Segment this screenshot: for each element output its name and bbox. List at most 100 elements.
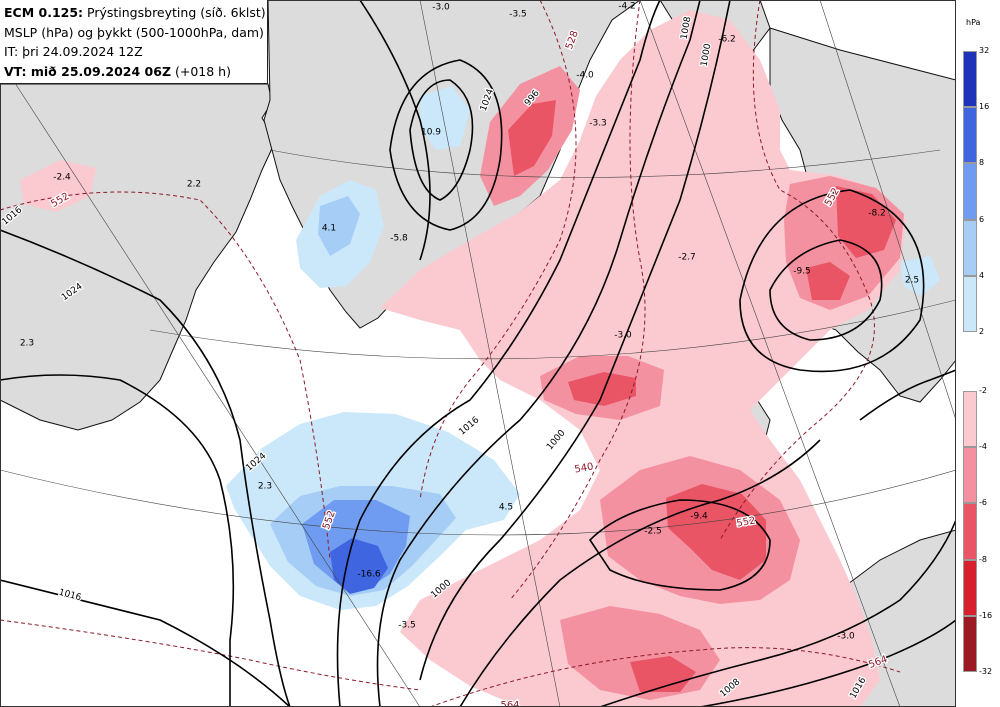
thickness-label: 540 [574,461,595,475]
tendency-label: -2.7 [678,253,696,263]
info-box: ECM 0.125: Prýstingsbreyting (síð. 6klst… [0,0,268,84]
legend-tick-label: 2 [979,327,985,336]
isobar-east [859,369,956,421]
fall-area-south-6 [630,656,696,692]
model-name: ECM 0.125: [4,5,84,20]
tendency-label: -3.0 [614,331,632,341]
tendency-label: -6.2 [718,35,736,45]
subtitle-line: MSLP (hPa) og þykkt (500-1000hPa, dam) [4,24,264,40]
isobar-mid-atlantic [0,374,235,707]
pressure-rise-layer [226,86,940,610]
tendency-labels: -2.4 2.2 2.3 2.3 4.1 -5.8 10.9 -3.0 -3.5 -4.2 -4.0… [20,2,919,642]
valid-time: VT: mið 25.09.2024 06Z [4,63,172,79]
fall-area-iceland-south-6 [568,372,636,406]
legend-tick-label: 16 [979,102,990,112]
legend-tick-label: -8 [979,554,987,564]
init-time: IT: þri 24.09.2024 12Z [4,44,143,59]
tendency-label: -2.4 [53,173,71,183]
fall-area-norway-6b [806,262,850,300]
legend-swatch [963,107,977,164]
legend-swatch [963,391,977,448]
legend-tick-label: 8 [979,158,985,168]
meridian-east [639,0,901,707]
tendency-label: -5.8 [390,234,408,244]
thickness-label: 552 [736,515,757,529]
legend-swatch [963,275,977,332]
isobar-north-1024 [359,0,431,261]
isobar-south [599,519,956,707]
isobar-1016-west [0,579,291,707]
tendency-label: -9.5 [793,267,811,277]
valid-time-line: VT: mið 25.09.2024 06Z (+018 h) [4,62,267,82]
legend-tick-label: -4 [979,442,987,452]
tendency-label: 4.1 [322,224,336,234]
isobar-greenland-high [409,79,474,201]
fall-area-greenland-east-6 [508,100,556,176]
pressure-fall-layer [20,10,906,707]
latitude-line-south [0,469,956,536]
thickness-contour-564b [0,619,421,691]
latitude-line-mid [149,299,956,360]
legend-tick-label: -2 [979,386,987,395]
tendency-label: 2.5 [905,276,919,286]
legend-unit: hPa [966,18,981,27]
isobar-1000 [419,0,731,681]
legend-swatch [963,163,977,220]
isobar-greenland-outer [389,59,503,231]
tendency-label: -3.0 [837,632,855,642]
tendency-label: 2.3 [20,339,34,349]
legend-swatch [963,559,977,616]
tendency-label: 4.5 [499,503,513,513]
legend-tick-label: -6 [979,498,987,508]
graticule [0,0,956,707]
legend-tick-label: 6 [979,214,985,224]
thickness-contour-528 [419,0,577,501]
tendency-label: 2.2 [187,180,201,190]
tendency-label: -2.5 [644,527,662,537]
tendency-label: 10.9 [421,128,441,138]
isobar-low-uk [588,499,771,591]
legend-tick-label: 32 [979,46,990,55]
tendency-label: 2.3 [258,482,272,492]
tendency-label: -4.0 [576,71,594,81]
rise-area-greenland-core [318,196,360,256]
legend-swatch [963,447,977,504]
tendency-label: -8.2 [868,209,886,219]
legend-swatch [963,615,977,672]
legend-swatch [963,503,977,560]
isobar-contours [0,0,956,707]
isobar-992 [459,439,821,707]
isobar-low-norway [769,239,883,341]
tendency-label: -3.5 [509,10,527,20]
fall-area-baffin [20,160,96,212]
isobar-south2 [699,619,956,707]
meridian-central [419,0,561,707]
field-name: Prýstingsbreyting (síð. 6klst) [83,5,266,20]
forecast-hour: (+018 h) [171,63,231,79]
isobar-1016 [336,0,661,707]
tendency-label: -4.2 [618,2,636,12]
isobar-1008 [376,0,701,707]
title-line: ECM 0.125: Prýstingsbreyting (síð. 6klst… [4,3,267,23]
thickness-label: 564 [500,700,519,707]
thickness-contour-564 [429,647,901,707]
tendency-label: -3.3 [589,119,607,129]
tendency-label: -3.5 [398,621,416,631]
isobar-1024-west [0,229,291,707]
tendency-label: -9.4 [690,512,708,522]
legend-tick-label: 4 [979,270,985,280]
rise-area-norway [900,256,940,296]
rise-area-small-north [420,86,470,150]
thickness-contours [0,0,901,707]
tendency-label: -16.6 [357,570,381,580]
legend-tick-label: -16 [979,610,993,620]
meridian-west [0,59,421,707]
latitude-line-north [269,149,941,178]
thickness-contour-552 [0,191,331,561]
legend-tick-label: -32 [979,667,993,676]
legend-swatch [963,51,977,108]
isobar-low-norway-outer [739,189,925,373]
tendency-label: -3.0 [432,3,450,13]
legend-swatch [963,219,977,276]
